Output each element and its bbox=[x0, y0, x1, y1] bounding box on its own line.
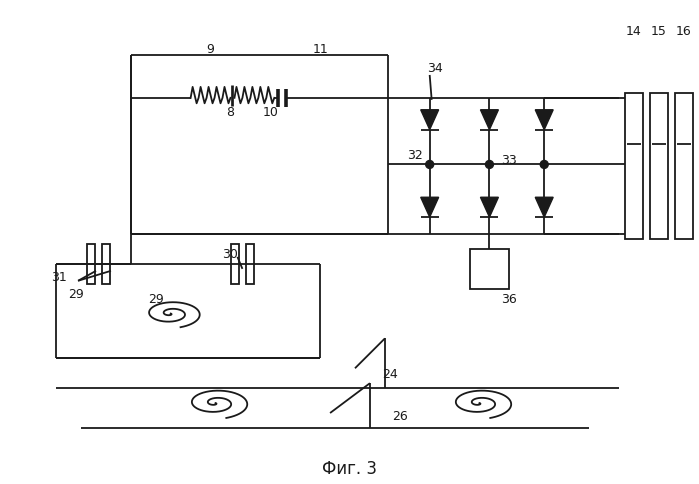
Text: 16: 16 bbox=[676, 25, 691, 38]
Bar bbox=[231, 244, 240, 284]
Text: Фиг. 3: Фиг. 3 bbox=[322, 459, 377, 477]
Text: 15: 15 bbox=[651, 25, 667, 38]
Text: 8: 8 bbox=[226, 106, 234, 119]
Text: 14: 14 bbox=[626, 25, 642, 38]
Text: 32: 32 bbox=[407, 149, 423, 162]
Circle shape bbox=[426, 161, 433, 169]
Bar bbox=[625, 94, 643, 240]
Bar bbox=[87, 244, 95, 284]
Polygon shape bbox=[421, 110, 439, 130]
Text: 26: 26 bbox=[392, 409, 408, 423]
Text: 36: 36 bbox=[501, 292, 517, 305]
Text: 29: 29 bbox=[148, 292, 164, 305]
Text: 9: 9 bbox=[207, 43, 215, 56]
Bar bbox=[247, 244, 254, 284]
Polygon shape bbox=[480, 110, 498, 130]
Polygon shape bbox=[480, 198, 498, 218]
Bar bbox=[675, 94, 693, 240]
Text: 10: 10 bbox=[262, 106, 278, 119]
Polygon shape bbox=[535, 198, 553, 218]
Bar bbox=[650, 94, 668, 240]
Text: 11: 11 bbox=[312, 43, 328, 56]
Circle shape bbox=[540, 161, 548, 169]
Text: 24: 24 bbox=[382, 367, 398, 380]
Polygon shape bbox=[421, 198, 439, 218]
Text: 29: 29 bbox=[69, 287, 84, 301]
Text: 33: 33 bbox=[501, 153, 517, 166]
Bar bbox=[470, 249, 510, 289]
Text: 30: 30 bbox=[222, 248, 238, 261]
Text: 31: 31 bbox=[51, 271, 67, 284]
Bar bbox=[102, 244, 110, 284]
Polygon shape bbox=[535, 110, 553, 130]
Text: 34: 34 bbox=[427, 62, 442, 76]
Circle shape bbox=[486, 161, 493, 169]
